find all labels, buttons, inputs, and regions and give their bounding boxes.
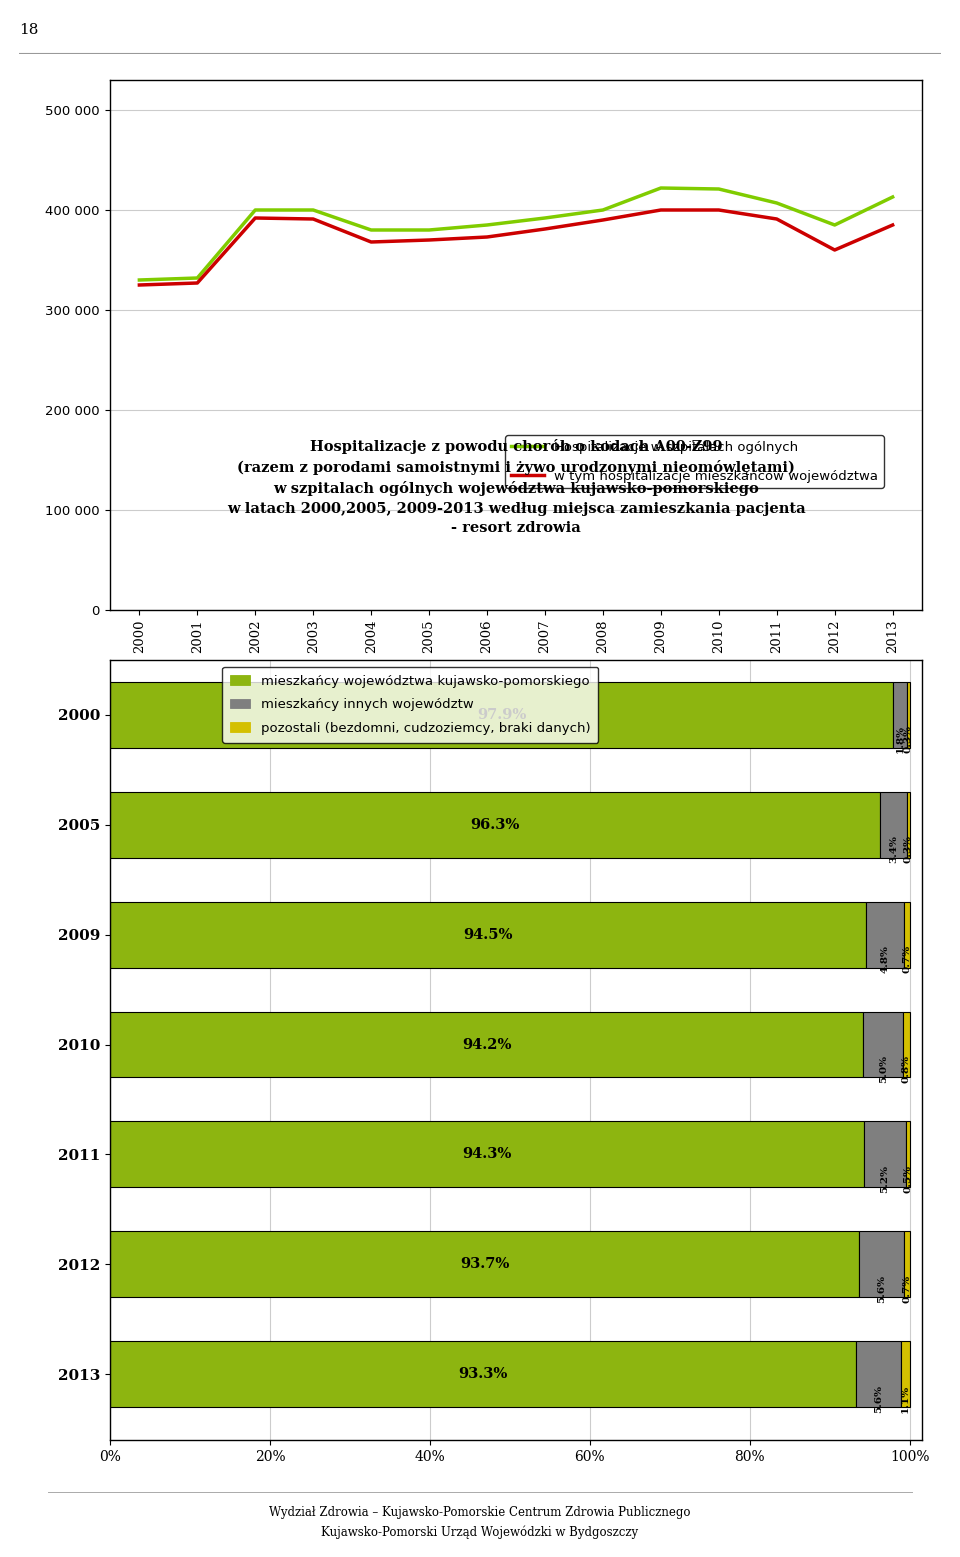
Text: 0.3%: 0.3%: [904, 835, 913, 863]
Text: 96.3%: 96.3%: [470, 817, 520, 831]
Text: 94.3%: 94.3%: [463, 1148, 512, 1162]
Text: Wydział Zdrowia – Kujawsko-Pomorskie Centrum Zdrowia Publicznego
Kujawsko-Pomors: Wydział Zdrowia – Kujawsko-Pomorskie Cen…: [269, 1506, 691, 1540]
Text: 0.3%: 0.3%: [904, 726, 913, 754]
Bar: [904, 902, 910, 967]
Bar: [110, 1341, 856, 1408]
Bar: [904, 1232, 910, 1297]
Text: 94.5%: 94.5%: [464, 928, 513, 942]
Text: 0.7%: 0.7%: [902, 945, 911, 973]
Bar: [907, 682, 910, 747]
Text: 5.6%: 5.6%: [874, 1384, 883, 1412]
Bar: [110, 793, 880, 858]
Text: 93.7%: 93.7%: [460, 1256, 510, 1271]
Text: 5.0%: 5.0%: [878, 1056, 888, 1084]
Text: 97.9%: 97.9%: [477, 708, 526, 722]
Text: 1.8%: 1.8%: [896, 726, 904, 754]
Bar: [905, 1121, 910, 1188]
Text: Hospitalizacje z powodu chorób o kodach A00-Z99
(razem z porodami samoistnymi i : Hospitalizacje z powodu chorób o kodach …: [227, 439, 805, 536]
Bar: [900, 1341, 910, 1408]
Legend: mieszkańcy województwa kujawsko-pomorskiego, mieszkańcy innych województw, pozos: mieszkańcy województwa kujawsko-pomorski…: [223, 666, 598, 743]
Bar: [880, 793, 907, 858]
Bar: [856, 1341, 900, 1408]
Text: 1.1%: 1.1%: [900, 1384, 910, 1412]
Text: 5.6%: 5.6%: [877, 1275, 886, 1303]
Bar: [110, 1232, 859, 1297]
Bar: [864, 1121, 905, 1188]
Text: 0.8%: 0.8%: [901, 1056, 911, 1084]
Bar: [866, 902, 904, 967]
Bar: [110, 1121, 864, 1188]
Bar: [859, 1232, 904, 1297]
Text: 93.3%: 93.3%: [459, 1367, 508, 1381]
Legend: Hospitalizacje w szpitalach ogólnych, w tym hospitalizacje mieszkańców województ: Hospitalizacje w szpitalach ogólnych, w …: [505, 436, 883, 487]
Text: 5.2%: 5.2%: [880, 1165, 889, 1193]
Bar: [893, 682, 907, 747]
Bar: [110, 1012, 863, 1077]
Bar: [907, 793, 910, 858]
Text: 0.7%: 0.7%: [902, 1275, 911, 1303]
Text: 94.2%: 94.2%: [462, 1037, 512, 1051]
Bar: [863, 1012, 903, 1077]
Text: 3.4%: 3.4%: [889, 836, 899, 863]
Bar: [110, 902, 866, 967]
Text: 18: 18: [19, 23, 38, 37]
Bar: [110, 682, 893, 747]
Bar: [903, 1012, 910, 1077]
Text: 0.5%: 0.5%: [903, 1165, 912, 1193]
Text: 4.8%: 4.8%: [880, 945, 889, 973]
